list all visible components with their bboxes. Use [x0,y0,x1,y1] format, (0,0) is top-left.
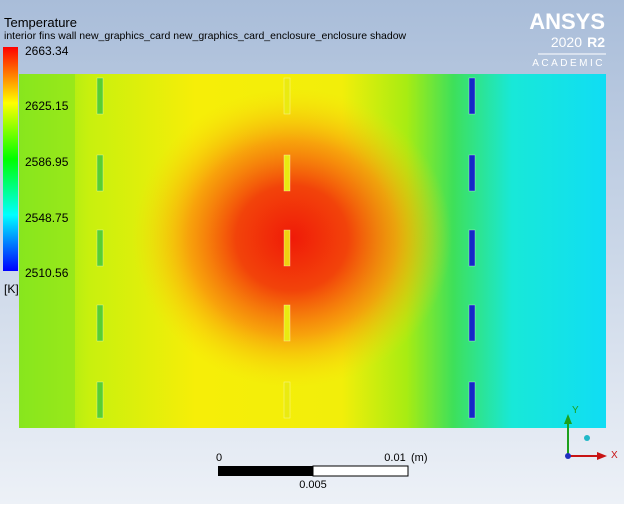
triad-y-label: Y [572,405,579,416]
fin [283,154,291,192]
fin [283,381,291,419]
fin [468,381,476,419]
fin [468,229,476,267]
inlet-region [19,74,75,428]
fin [96,77,104,115]
legend-subtitle: interior fins wall new_graphics_card new… [4,30,407,42]
legend-level: 2625.15 [25,99,69,113]
legend-level: 2586.95 [25,155,69,169]
legend-level: 2548.75 [25,211,69,225]
triad-x-label: X [611,450,618,461]
scale-bar-dark [218,466,313,476]
legend-unit: [K] [4,282,19,296]
scale-bar-light [312,465,409,477]
fin [468,304,476,342]
scale-unit: (m) [411,452,428,464]
fin [96,381,104,419]
scale-end: 0.01 [384,452,405,464]
fin [96,154,104,192]
scale-start: 0 [216,452,222,464]
fin [283,229,291,267]
scale-middle: 0.005 [299,479,327,491]
legend-level: 2663.34 [25,44,69,58]
logo-version: 2020 [551,34,582,50]
logo-edition: ACADEMIC [532,58,605,69]
logo-release: R2 [587,34,605,50]
fin [468,77,476,115]
legend-title: Temperature [4,15,77,30]
legend-level: 2510.56 [25,266,69,280]
triad-origin [565,453,571,459]
fin [96,304,104,342]
hot-spot [132,88,452,388]
fins [96,77,476,419]
logo-brand: ANSYS [529,9,605,34]
fin [468,154,476,192]
triad-y-arrow [564,414,572,424]
fin [283,77,291,115]
fin [96,229,104,267]
color-bar [3,47,18,271]
triad-x-arrow [597,452,607,460]
triad-z-dot [584,435,590,441]
fin [283,304,291,342]
